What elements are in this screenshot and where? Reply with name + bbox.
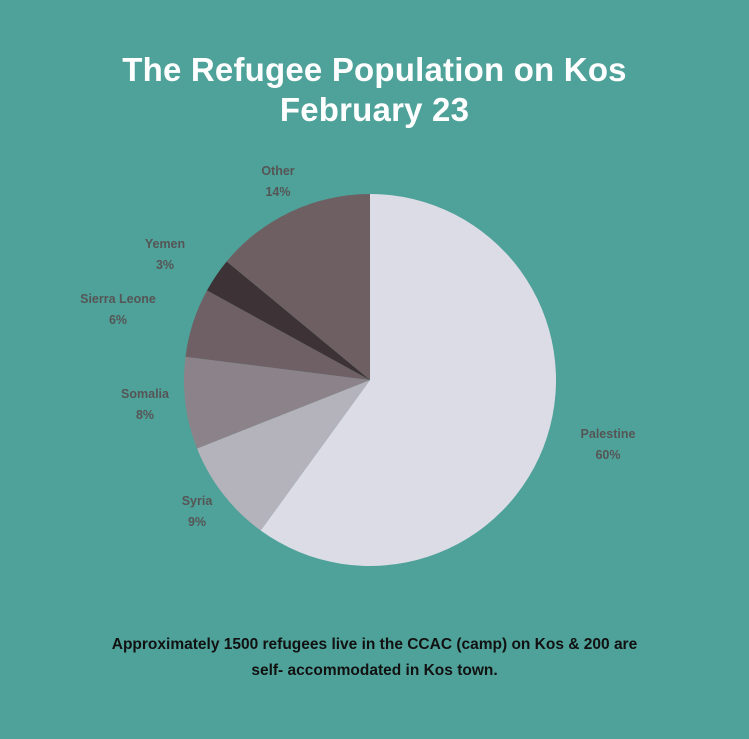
pie-slice-syria (197, 380, 370, 531)
slice-value-other: 14% (265, 185, 290, 199)
chart-title-line-1: The Refugee Population on Kos (122, 51, 627, 88)
caption-line-2: self- accommodated in Kos town. (251, 662, 498, 679)
chart-title-line-2: February 23 (279, 91, 470, 128)
slice-label-yemen: Yemen (145, 237, 185, 251)
chart-title: The Refugee Population on Kos February 2… (0, 50, 749, 130)
slice-label-somalia: Somalia (121, 387, 170, 401)
pie-slice-somalia (184, 356, 370, 449)
pie-slice-other (226, 193, 370, 380)
pie-slice-palestine (260, 194, 556, 566)
pie-slices (184, 193, 556, 566)
slice-label-palestine: Palestine (581, 427, 636, 441)
pie-slice-sierra-leone (185, 290, 370, 380)
slice-value-yemen: 3% (156, 258, 174, 272)
slice-label-syria: Syria (182, 494, 214, 508)
caption-line-1: Approximately 1500 refugees live in the … (111, 636, 638, 653)
slice-value-palestine: 60% (595, 448, 620, 462)
slice-label-sierra-leone: Sierra Leone (80, 292, 156, 306)
caption: Approximately 1500 refugees live in the … (0, 632, 749, 684)
slice-value-somalia: 8% (136, 408, 154, 422)
slice-label-other: Other (261, 164, 294, 178)
slice-value-syria: 9% (188, 515, 206, 529)
pie-labels: Palestine 60% Syria 9% Somalia 8% Sierra Leone… (80, 164, 635, 529)
pie-slice-yemen (207, 261, 370, 380)
slice-value-sierra-leone: 6% (109, 313, 127, 327)
